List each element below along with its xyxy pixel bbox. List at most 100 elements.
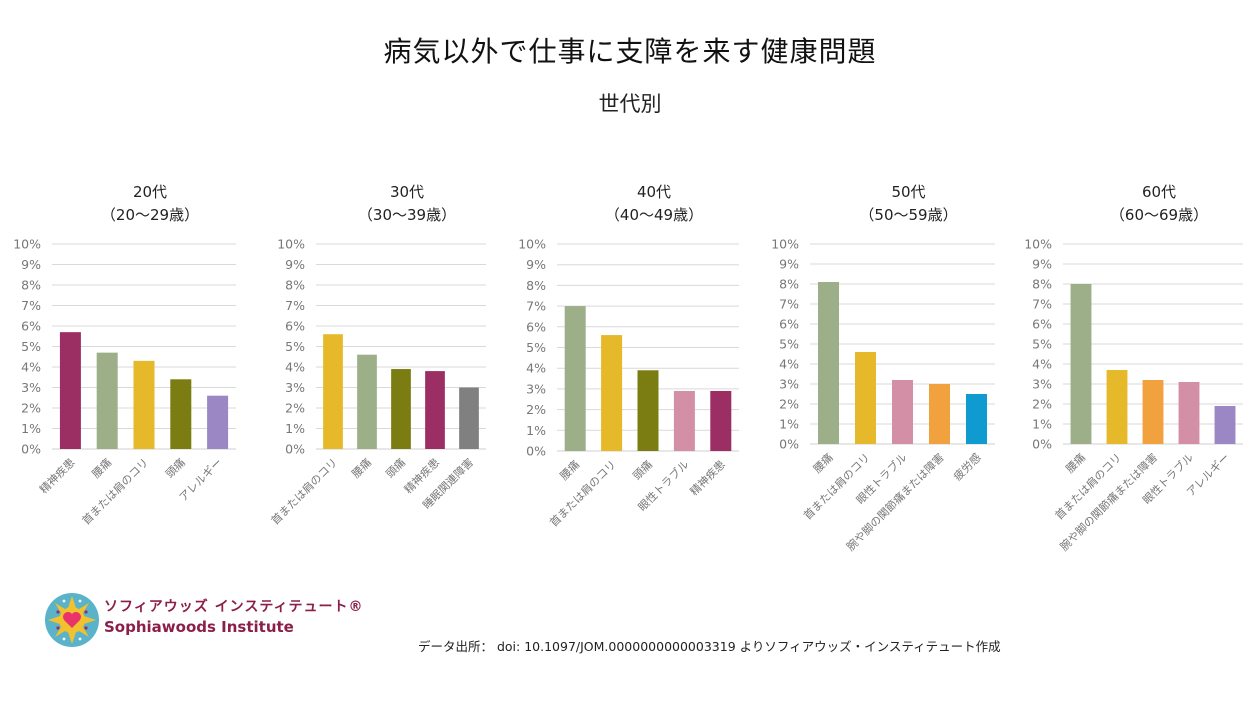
bar xyxy=(133,360,155,449)
bar xyxy=(357,354,377,449)
bar xyxy=(818,282,839,444)
y-tick-label: 8% xyxy=(526,278,546,293)
bar xyxy=(855,352,876,444)
y-tick-label: 8% xyxy=(779,277,799,292)
y-tick-label: 9% xyxy=(779,257,799,272)
category-label: 頭痛 xyxy=(383,455,408,480)
bar xyxy=(59,332,81,449)
category-label: 疲労感 xyxy=(950,450,983,483)
y-tick-label: 10% xyxy=(518,237,546,252)
panel-title: 60代 xyxy=(1142,183,1176,201)
y-tick-label: 2% xyxy=(285,401,305,416)
panel-title: 30代 xyxy=(390,183,424,201)
bar xyxy=(459,387,479,449)
y-tick-label: 6% xyxy=(21,319,41,334)
subtitle: 世代別 xyxy=(598,92,662,116)
bar xyxy=(929,384,950,444)
y-tick-label: 4% xyxy=(526,361,546,376)
category-label: 頭痛 xyxy=(630,457,655,482)
category-label: 腰痛 xyxy=(349,455,374,480)
y-tick-label: 0% xyxy=(526,444,546,459)
y-tick-label: 4% xyxy=(779,357,799,372)
y-tick-label: 7% xyxy=(1032,297,1052,312)
category-label: 腰痛 xyxy=(557,457,582,482)
y-tick-label: 5% xyxy=(285,339,305,354)
y-tick-label: 10% xyxy=(277,237,305,252)
y-tick-label: 7% xyxy=(526,299,546,314)
bar xyxy=(1070,284,1092,444)
bar xyxy=(710,390,732,451)
panel-subtitle: （60～69歳） xyxy=(1110,206,1208,224)
y-tick-label: 3% xyxy=(1032,377,1052,392)
y-tick-label: 6% xyxy=(526,319,546,334)
panel-title: 40代 xyxy=(637,183,671,201)
y-tick-label: 2% xyxy=(526,402,546,417)
bar xyxy=(207,395,229,449)
y-tick-label: 0% xyxy=(285,442,305,457)
y-tick-label: 4% xyxy=(1032,357,1052,372)
category-label: 首または肩のコリ xyxy=(547,457,619,529)
bar xyxy=(1142,380,1164,444)
category-label: 腰痛 xyxy=(1063,450,1088,475)
y-tick-label: 8% xyxy=(285,278,305,293)
y-tick-label: 10% xyxy=(771,237,799,252)
data-source-note: データ出所： doi: 10.1097/JOM.0000000000003319… xyxy=(418,639,1001,654)
y-tick-label: 9% xyxy=(285,257,305,272)
category-label: 精神疾患 xyxy=(687,457,728,498)
y-tick-label: 6% xyxy=(285,319,305,334)
y-tick-label: 5% xyxy=(526,340,546,355)
y-tick-label: 9% xyxy=(526,257,546,272)
y-tick-label: 7% xyxy=(21,298,41,313)
y-tick-label: 0% xyxy=(1032,437,1052,452)
logo: ソフィアウッズ インスティテュート® Sophiawoods Institute xyxy=(44,590,364,650)
charts-area: 20代（20～29歳）0%1%2%3%4%5%6%7%8%9%10%精神疾患 腰痛… xyxy=(13,183,1243,553)
logo-text-japanese: ソフィアウッズ インスティテュート® xyxy=(104,599,364,615)
category-label: 精神疾患 xyxy=(37,455,78,496)
y-tick-label: 9% xyxy=(1032,257,1052,272)
y-tick-label: 8% xyxy=(21,278,41,293)
y-tick-label: 1% xyxy=(21,421,41,436)
y-tick-label: 2% xyxy=(779,397,799,412)
y-tick-label: 9% xyxy=(21,257,41,272)
y-tick-label: 3% xyxy=(779,377,799,392)
y-tick-label: 2% xyxy=(21,401,41,416)
bar xyxy=(673,390,695,451)
y-tick-label: 0% xyxy=(21,442,41,457)
y-tick-label: 7% xyxy=(285,298,305,313)
bar xyxy=(601,335,623,451)
y-tick-label: 2% xyxy=(1032,397,1052,412)
logo-text-english: Sophiawoods Institute xyxy=(104,618,294,636)
y-tick-label: 5% xyxy=(779,337,799,352)
y-tick-label: 3% xyxy=(526,381,546,396)
panel-title: 50代 xyxy=(891,183,925,201)
category-label: 首または肩のコリ xyxy=(800,450,872,522)
bar xyxy=(892,380,913,444)
bar xyxy=(170,379,192,449)
category-label: 腰痛 xyxy=(89,455,114,480)
y-tick-label: 1% xyxy=(526,423,546,438)
category-label: 首または肩のコリ xyxy=(79,455,151,527)
bar xyxy=(637,370,659,451)
bar xyxy=(1106,370,1128,444)
panel-subtitle: （40～49歳） xyxy=(605,206,703,224)
panel-subtitle: （30～39歳） xyxy=(358,206,456,224)
y-tick-label: 10% xyxy=(13,237,41,252)
y-tick-label: 5% xyxy=(21,339,41,354)
category-label: 腰痛 xyxy=(810,450,835,475)
y-tick-label: 1% xyxy=(1032,417,1052,432)
bar xyxy=(425,371,445,449)
y-tick-label: 6% xyxy=(1032,317,1052,332)
bar xyxy=(323,334,343,449)
y-tick-label: 1% xyxy=(285,421,305,436)
bar xyxy=(1214,406,1236,444)
y-tick-label: 6% xyxy=(779,317,799,332)
y-tick-label: 4% xyxy=(21,360,41,375)
y-tick-label: 10% xyxy=(1024,237,1052,252)
panel-subtitle: （20～29歳） xyxy=(101,206,199,224)
bar xyxy=(1178,382,1200,444)
bar xyxy=(96,352,118,449)
category-label: 頭痛 xyxy=(162,455,187,480)
category-label: 首または肩のコリ xyxy=(268,455,340,527)
bar xyxy=(564,306,586,451)
y-tick-label: 0% xyxy=(779,437,799,452)
